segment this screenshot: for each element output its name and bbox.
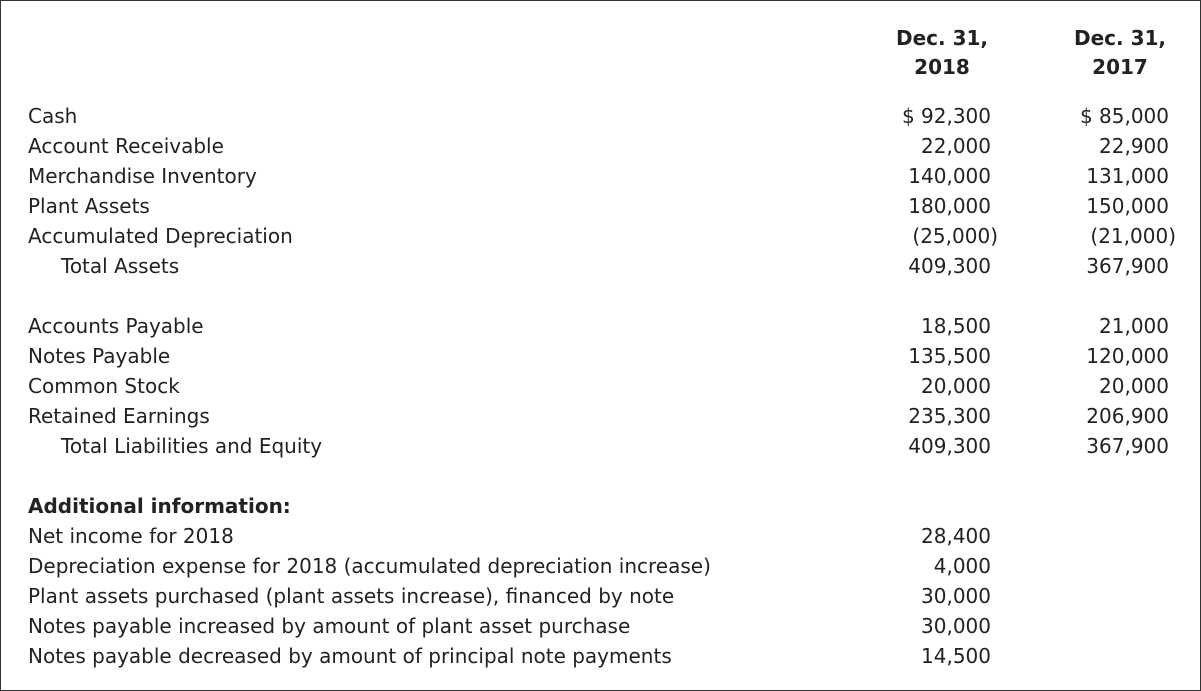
row-label: Cash bbox=[28, 104, 78, 128]
row-label: Retained Earnings bbox=[28, 404, 210, 428]
row-label: Depreciation expense for 2018 (accumulat… bbox=[28, 554, 711, 578]
row-label: Common Stock bbox=[28, 374, 180, 398]
row-value: 22,000 bbox=[921, 134, 991, 158]
row-value: 180,000 bbox=[908, 194, 991, 218]
row-value: 235,300 bbox=[908, 404, 991, 428]
column-header: 2017 bbox=[1092, 55, 1148, 79]
row-label: Accounts Payable bbox=[28, 314, 204, 338]
row-label: Notes Payable bbox=[28, 344, 171, 368]
row-value: 30,000 bbox=[921, 614, 991, 638]
row-value: 20,000 bbox=[921, 374, 991, 398]
row-label: Account Receivable bbox=[28, 134, 224, 158]
row-label: Notes payable decreased by amount of pri… bbox=[28, 644, 672, 668]
row-label: Total Liabilities and Equity bbox=[61, 434, 323, 458]
row-value: 135,500 bbox=[908, 344, 991, 368]
column-header: 2018 bbox=[914, 55, 970, 79]
row-value: 28,400 bbox=[921, 524, 991, 548]
row-value: 409,300 bbox=[908, 434, 991, 458]
row-value: 21,000 bbox=[1099, 314, 1169, 338]
row-value: 120,000 bbox=[1086, 344, 1169, 368]
row-value: (25,000) bbox=[912, 224, 998, 248]
row-value: 22,900 bbox=[1099, 134, 1169, 158]
row-label: Merchandise Inventory bbox=[28, 164, 257, 188]
row-value: 4,000 bbox=[933, 554, 991, 578]
column-header: Dec. 31, bbox=[895, 26, 988, 50]
row-value: 140,000 bbox=[908, 164, 991, 188]
row-value: 14,500 bbox=[921, 644, 991, 668]
row-label: Plant Assets bbox=[28, 194, 150, 218]
row-value: 367,900 bbox=[1086, 254, 1169, 278]
row-label: Total Assets bbox=[61, 254, 180, 278]
row-value: (21,000) bbox=[1090, 224, 1176, 248]
row-value: 131,000 bbox=[1086, 164, 1169, 188]
row-value: 30,000 bbox=[921, 584, 991, 608]
row-value: 206,900 bbox=[1086, 404, 1169, 428]
row-label: Accumulated Depreciation bbox=[28, 224, 293, 248]
row-label: Plant assets purchased (plant assets inc… bbox=[28, 584, 675, 608]
row-value: 409,300 bbox=[908, 254, 991, 278]
section-title: Additional information: bbox=[28, 494, 291, 518]
row-value: 367,900 bbox=[1086, 434, 1169, 458]
row-value: 20,000 bbox=[1099, 374, 1169, 398]
row-label: Notes payable increased by amount of pla… bbox=[28, 614, 631, 638]
row-label: Net income for 2018 bbox=[28, 524, 234, 548]
row-value: $ 92,300 bbox=[901, 104, 991, 128]
row-value: 18,500 bbox=[921, 314, 991, 338]
row-value: 150,000 bbox=[1086, 194, 1169, 218]
column-header: Dec. 31, bbox=[1073, 26, 1166, 50]
row-value: $ 85,000 bbox=[1079, 104, 1169, 128]
